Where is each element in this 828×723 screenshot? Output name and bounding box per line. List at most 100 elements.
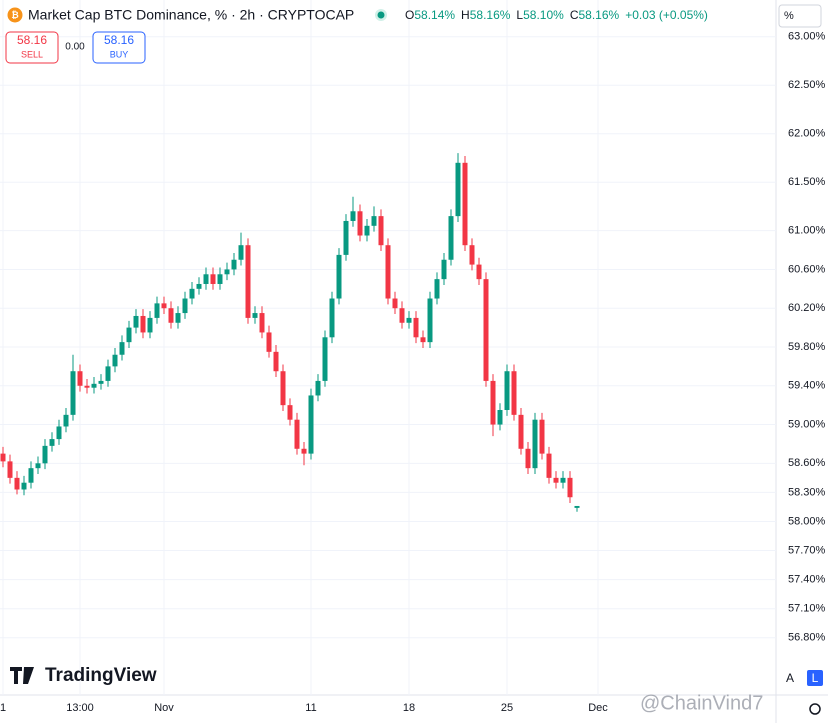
candle-body bbox=[294, 419, 300, 449]
candle-body bbox=[469, 245, 475, 265]
y-tick-label: 58.00% bbox=[788, 515, 826, 527]
y-tick-label: 59.00% bbox=[788, 418, 826, 430]
candle-body bbox=[168, 308, 174, 323]
y-tick-label: 61.00% bbox=[788, 225, 826, 237]
candle-body bbox=[532, 419, 538, 469]
candle-body bbox=[574, 505, 580, 508]
y-tick-label: 58.30% bbox=[788, 486, 826, 498]
x-tick-label: Nov bbox=[154, 702, 174, 714]
candle-body bbox=[133, 315, 139, 328]
candle-body bbox=[70, 371, 76, 415]
x-tick-label: Dec bbox=[588, 702, 608, 714]
candle-body bbox=[490, 380, 496, 425]
candle-body bbox=[406, 317, 412, 323]
candle-body bbox=[259, 313, 265, 333]
candle-body bbox=[98, 380, 104, 384]
candle-body bbox=[343, 220, 349, 255]
candle-body bbox=[42, 445, 48, 464]
x-tick-label: 18 bbox=[403, 702, 415, 714]
candle-body bbox=[357, 211, 363, 236]
candle-body bbox=[217, 274, 223, 284]
candle-body bbox=[462, 162, 468, 246]
candle-body bbox=[497, 410, 503, 425]
candle-body bbox=[448, 216, 454, 260]
candle-body bbox=[308, 395, 314, 454]
candle-body bbox=[231, 259, 237, 270]
candle-body bbox=[441, 259, 447, 280]
candle-body bbox=[413, 317, 419, 338]
candle-body bbox=[385, 245, 391, 299]
candle-body bbox=[399, 308, 405, 323]
candle-body bbox=[189, 288, 195, 299]
candle-body bbox=[539, 419, 545, 454]
candle-body bbox=[119, 342, 125, 355]
candle-body bbox=[49, 439, 55, 446]
candle-body bbox=[77, 371, 83, 386]
y-tick-label: 63.00% bbox=[788, 31, 826, 43]
candle-body bbox=[567, 477, 573, 498]
candle-body bbox=[546, 453, 552, 478]
candle-body bbox=[224, 269, 230, 275]
candle-body bbox=[315, 380, 321, 396]
candle-body bbox=[196, 283, 202, 289]
y-tick-label: 57.40% bbox=[788, 574, 826, 586]
candle-body bbox=[434, 279, 440, 299]
candle-body bbox=[420, 337, 426, 343]
candle-body bbox=[203, 274, 209, 284]
candle-body bbox=[161, 303, 167, 309]
candle-body bbox=[21, 482, 27, 490]
candle-body bbox=[504, 371, 510, 410]
candle-body bbox=[105, 366, 111, 381]
candle-body bbox=[245, 245, 251, 318]
candle-body bbox=[378, 216, 384, 246]
candle-body bbox=[273, 351, 279, 372]
candle-body bbox=[553, 477, 559, 483]
candle-body bbox=[84, 385, 90, 388]
candle-body bbox=[210, 274, 216, 284]
x-tick-label: 25 bbox=[501, 702, 513, 714]
candle-body bbox=[280, 371, 286, 406]
candle-body bbox=[91, 383, 97, 388]
candle-body bbox=[322, 337, 328, 381]
candle-body bbox=[140, 315, 146, 333]
candle-body bbox=[154, 303, 160, 318]
y-tick-label: 60.60% bbox=[788, 263, 826, 275]
candle-body bbox=[511, 371, 517, 415]
y-tick-label: 60.20% bbox=[788, 302, 826, 314]
candle-body bbox=[560, 477, 566, 483]
candle-body bbox=[371, 216, 377, 226]
candle-body bbox=[518, 414, 524, 449]
grid bbox=[0, 0, 776, 695]
y-tick-label: 62.50% bbox=[788, 79, 826, 91]
candle-body bbox=[56, 426, 62, 440]
candle-body bbox=[455, 162, 461, 217]
y-tick-label: 62.00% bbox=[788, 128, 826, 140]
candle-body bbox=[0, 453, 6, 462]
y-tick-label: 57.10% bbox=[788, 603, 826, 615]
candle-body bbox=[266, 332, 272, 352]
y-tick-label: 59.40% bbox=[788, 380, 826, 392]
candle-body bbox=[252, 313, 258, 318]
y-tick-label: 61.50% bbox=[788, 176, 826, 188]
candle-body bbox=[364, 225, 370, 236]
y-tick-label: 57.70% bbox=[788, 544, 826, 556]
y-tick-label: 56.80% bbox=[788, 632, 826, 644]
candle-body bbox=[392, 298, 398, 309]
candle-body bbox=[476, 264, 482, 280]
candle-body bbox=[483, 279, 489, 381]
candle-body bbox=[14, 477, 20, 490]
candle-body bbox=[35, 463, 41, 469]
candle-body bbox=[126, 327, 132, 343]
candle-body bbox=[427, 298, 433, 343]
candle-body bbox=[525, 448, 531, 469]
candle-body bbox=[350, 211, 356, 221]
candle-body bbox=[329, 298, 335, 338]
x-tick-label: 1 bbox=[0, 702, 6, 714]
candle-body bbox=[301, 448, 307, 454]
candle-body bbox=[28, 468, 34, 483]
candle-body bbox=[182, 298, 188, 314]
candle-body bbox=[112, 354, 118, 367]
y-tick-label: 58.60% bbox=[788, 457, 826, 469]
